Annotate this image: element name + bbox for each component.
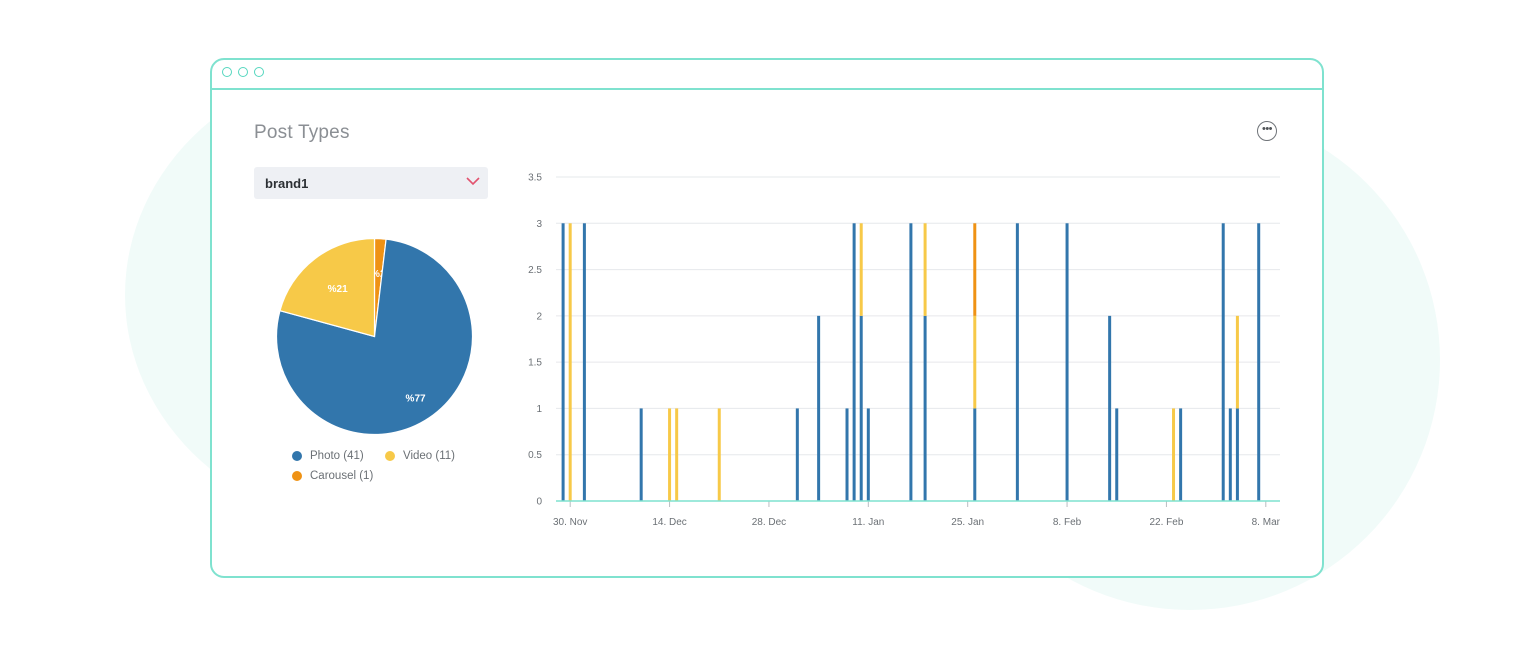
bar-photo[interactable]: [1257, 223, 1261, 501]
bar-photo[interactable]: [1235, 408, 1239, 501]
legend-item-photo: Photo (41): [292, 450, 364, 462]
bar-photo[interactable]: [817, 315, 821, 501]
y-tick-label: 0: [536, 497, 542, 508]
window-titlebar: [212, 60, 1322, 90]
bar-video[interactable]: [859, 223, 863, 316]
x-tick-label: 8. Mar: [1252, 517, 1281, 528]
bar-photo[interactable]: [859, 315, 863, 501]
pie-slice-video: [279, 237, 376, 338]
y-tick-label: 3.5: [528, 173, 542, 184]
bar-video[interactable]: [1172, 408, 1176, 501]
bar-photo[interactable]: [1065, 223, 1069, 501]
legend-swatch-photo: [292, 451, 302, 461]
bar-video[interactable]: [973, 315, 977, 409]
bar-photo[interactable]: [795, 408, 799, 501]
bar-photo[interactable]: [1179, 408, 1183, 501]
bar-photo[interactable]: [1115, 408, 1119, 501]
bar-photo[interactable]: [1108, 315, 1112, 501]
bar-carousel[interactable]: [973, 223, 977, 316]
bar-video[interactable]: [675, 408, 679, 501]
bar-photo[interactable]: [561, 223, 565, 501]
y-tick-label: 2: [536, 311, 542, 322]
brand-select-value: brand1: [265, 176, 309, 191]
window-dot-icon: [238, 67, 248, 77]
brand-select[interactable]: brand1: [254, 167, 488, 199]
y-tick-label: 0.5: [528, 450, 542, 461]
bar-video[interactable]: [923, 223, 927, 316]
legend-item-video: Video (11): [385, 450, 455, 462]
y-tick-label: 2.5: [528, 265, 542, 276]
bar-photo[interactable]: [973, 408, 977, 501]
bar-video[interactable]: [668, 408, 672, 501]
posts-over-time-bar-chart: 0 0.5 1 1.5 2 2.5 3 3.5 30. Nov 14. Dec 28. Dec 11.…: [528, 173, 1281, 529]
y-tick-label: 1: [536, 404, 542, 415]
bar-photo[interactable]: [852, 223, 856, 501]
legend-label-photo: Photo (41): [310, 450, 364, 462]
pie-label-carousel: %2: [371, 269, 386, 280]
bar-photo[interactable]: [582, 223, 586, 501]
bar-photo[interactable]: [845, 408, 849, 501]
x-tick-label: 8. Feb: [1053, 517, 1082, 528]
bar-photo[interactable]: [866, 408, 870, 501]
y-tick-label: 3: [536, 219, 542, 230]
window-dot-icon: [254, 67, 264, 77]
bar-photo[interactable]: [923, 315, 927, 501]
legend-label-carousel: Carousel (1): [310, 470, 374, 482]
bar-photo[interactable]: [909, 223, 913, 501]
post-type-pie-chart: %2 %77 %21: [275, 237, 474, 436]
bar-photo[interactable]: [1221, 223, 1225, 501]
legend-item-carousel: Carousel (1): [292, 470, 373, 482]
panel-title: Post Types: [254, 122, 350, 143]
pie-label-video: %21: [328, 284, 348, 295]
x-tick-label: 25. Jan: [951, 517, 984, 528]
ellipsis-icon[interactable]: •••: [1257, 121, 1277, 141]
legend-swatch-carousel: [292, 471, 302, 481]
x-tick-label: 28. Dec: [752, 517, 786, 528]
chevron-down-icon: [466, 177, 480, 186]
x-tick-label: 14. Dec: [652, 517, 686, 528]
y-tick-label: 1.5: [528, 358, 542, 369]
x-tick-label: 11. Jan: [852, 517, 884, 528]
x-tick-label: 22. Feb: [1149, 517, 1183, 528]
bar-video[interactable]: [1235, 315, 1239, 409]
browser-window: Post Types ••• brand1 %2 %77 %21 Photo (41…: [210, 58, 1324, 578]
bar-video[interactable]: [568, 223, 572, 501]
window-dot-icon: [222, 67, 232, 77]
bar-photo[interactable]: [639, 408, 643, 501]
bar-video[interactable]: [717, 408, 721, 501]
legend-swatch-video: [385, 451, 395, 461]
x-tick-label: 30. Nov: [553, 517, 587, 528]
pie-label-photo: %77: [406, 393, 426, 404]
legend-label-video: Video (11): [403, 450, 455, 462]
bar-photo[interactable]: [1228, 408, 1232, 501]
bar-photo[interactable]: [1015, 223, 1019, 501]
